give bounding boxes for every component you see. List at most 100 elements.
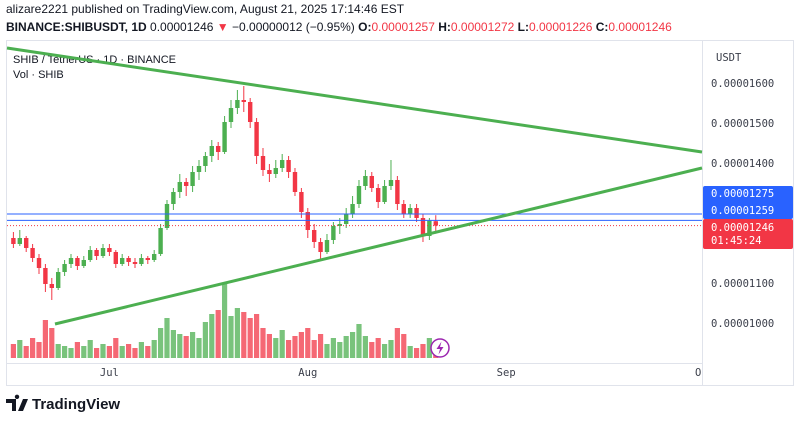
candle-body (337, 224, 342, 226)
volume-bar (426, 338, 432, 358)
volume-bar (241, 312, 247, 358)
candle-body (126, 258, 131, 262)
candle-body (81, 260, 86, 266)
volume-bar (177, 334, 183, 358)
candle-body (119, 258, 125, 264)
volume-bar (42, 320, 48, 358)
volume-bar (151, 340, 157, 358)
trend-line (54, 166, 703, 326)
chart-frame (6, 40, 794, 386)
candle-body (164, 204, 170, 228)
volume-bar (228, 316, 234, 358)
volume-bar (93, 348, 100, 358)
volume-bar (388, 340, 394, 358)
alert-bolt[interactable] (436, 341, 444, 355)
volume-bar (234, 308, 240, 358)
volume-bar (10, 344, 16, 358)
footer-logo (6, 394, 28, 411)
symbol-line: BINANCE:SHIBUSDT, 1D 0.00001246 ▼ −0.000… (6, 20, 672, 34)
volume-bar (36, 342, 42, 358)
candle-body (23, 238, 29, 248)
volume-bar (164, 318, 170, 358)
candle-body (241, 100, 246, 102)
price-label: 0.00001246 (711, 222, 774, 234)
volume-bar (330, 338, 336, 358)
volume-bar (74, 342, 80, 358)
candle-body (363, 176, 368, 186)
candle-body (311, 230, 317, 242)
volume-bar (138, 342, 144, 358)
change: −0.00000012 (−0.95%) (232, 20, 355, 34)
candle-body (260, 156, 266, 170)
volume-bar (119, 346, 125, 358)
candle-body (267, 170, 272, 174)
candle-body (177, 182, 182, 192)
plot: 0.00001600 0.00001500 0.00001400 0.00001100… (6, 46, 793, 379)
volume-bar (29, 338, 36, 358)
candle-body (292, 172, 298, 192)
candle-body (87, 250, 93, 260)
volume-bar (209, 314, 215, 358)
volume-bar (215, 310, 221, 358)
ohlc-value: 0.00001257 (371, 20, 435, 34)
volume-bar (23, 346, 29, 358)
ohlc-key: O: (358, 20, 371, 34)
y-tick-label: 0.00001100 (711, 278, 774, 290)
candle-body (209, 146, 214, 156)
volume-bar (253, 314, 260, 358)
candle-body (139, 258, 144, 264)
countdown-label: 01:45:24 (711, 235, 762, 247)
volume-bar (61, 346, 68, 358)
volume-bar (260, 328, 266, 358)
candle-body (395, 180, 400, 204)
volume-bar (81, 346, 87, 358)
candle-body (43, 268, 48, 284)
volume-bar (202, 322, 208, 358)
volume-bar (292, 336, 298, 358)
candle-body (407, 208, 413, 214)
candle-body (100, 248, 106, 256)
volume-bar (55, 344, 61, 358)
candle-body (401, 204, 406, 214)
candle-body (235, 100, 240, 108)
ohlc-key: C: (596, 20, 609, 34)
volume-bar (349, 332, 356, 358)
candle-body (247, 102, 253, 122)
candle-body (427, 220, 432, 236)
x-tick-label: O (695, 367, 701, 379)
volume-bar (394, 328, 400, 358)
alert-icon[interactable] (430, 338, 450, 358)
volume-bar (317, 334, 324, 358)
volume-bar (273, 338, 279, 358)
x-tick-label: Sep (497, 367, 516, 379)
candle-body (132, 262, 138, 264)
candle-body (305, 212, 310, 230)
candle-body (286, 160, 291, 172)
trend-line (6, 46, 703, 154)
candle-body (49, 284, 54, 288)
volume-bar (221, 283, 228, 358)
y-tick-label: 0.00001400 (711, 158, 774, 170)
volume-bar (279, 330, 285, 358)
volume-bar (132, 348, 138, 358)
candle-body (279, 160, 285, 168)
candle-body (203, 156, 208, 166)
volume-bar (106, 346, 112, 358)
volume-bar (324, 344, 330, 358)
price-label: 0.00001275 (711, 188, 774, 200)
candle-body (30, 248, 35, 258)
volume-bar (381, 344, 388, 358)
candle-body (356, 186, 362, 204)
candle-body (145, 258, 150, 260)
volume-bar (125, 344, 132, 358)
volume-bar (305, 328, 311, 358)
candle-body (388, 180, 394, 186)
y-tick-label: 0.00001000 (711, 318, 774, 330)
volume-bar (183, 336, 189, 358)
volume-bar (196, 338, 202, 358)
candle-body (62, 264, 67, 272)
footer-brand: TradingView (32, 396, 120, 413)
volume-bar (157, 328, 164, 358)
volume-bar (356, 324, 362, 358)
candle-body (318, 242, 323, 252)
